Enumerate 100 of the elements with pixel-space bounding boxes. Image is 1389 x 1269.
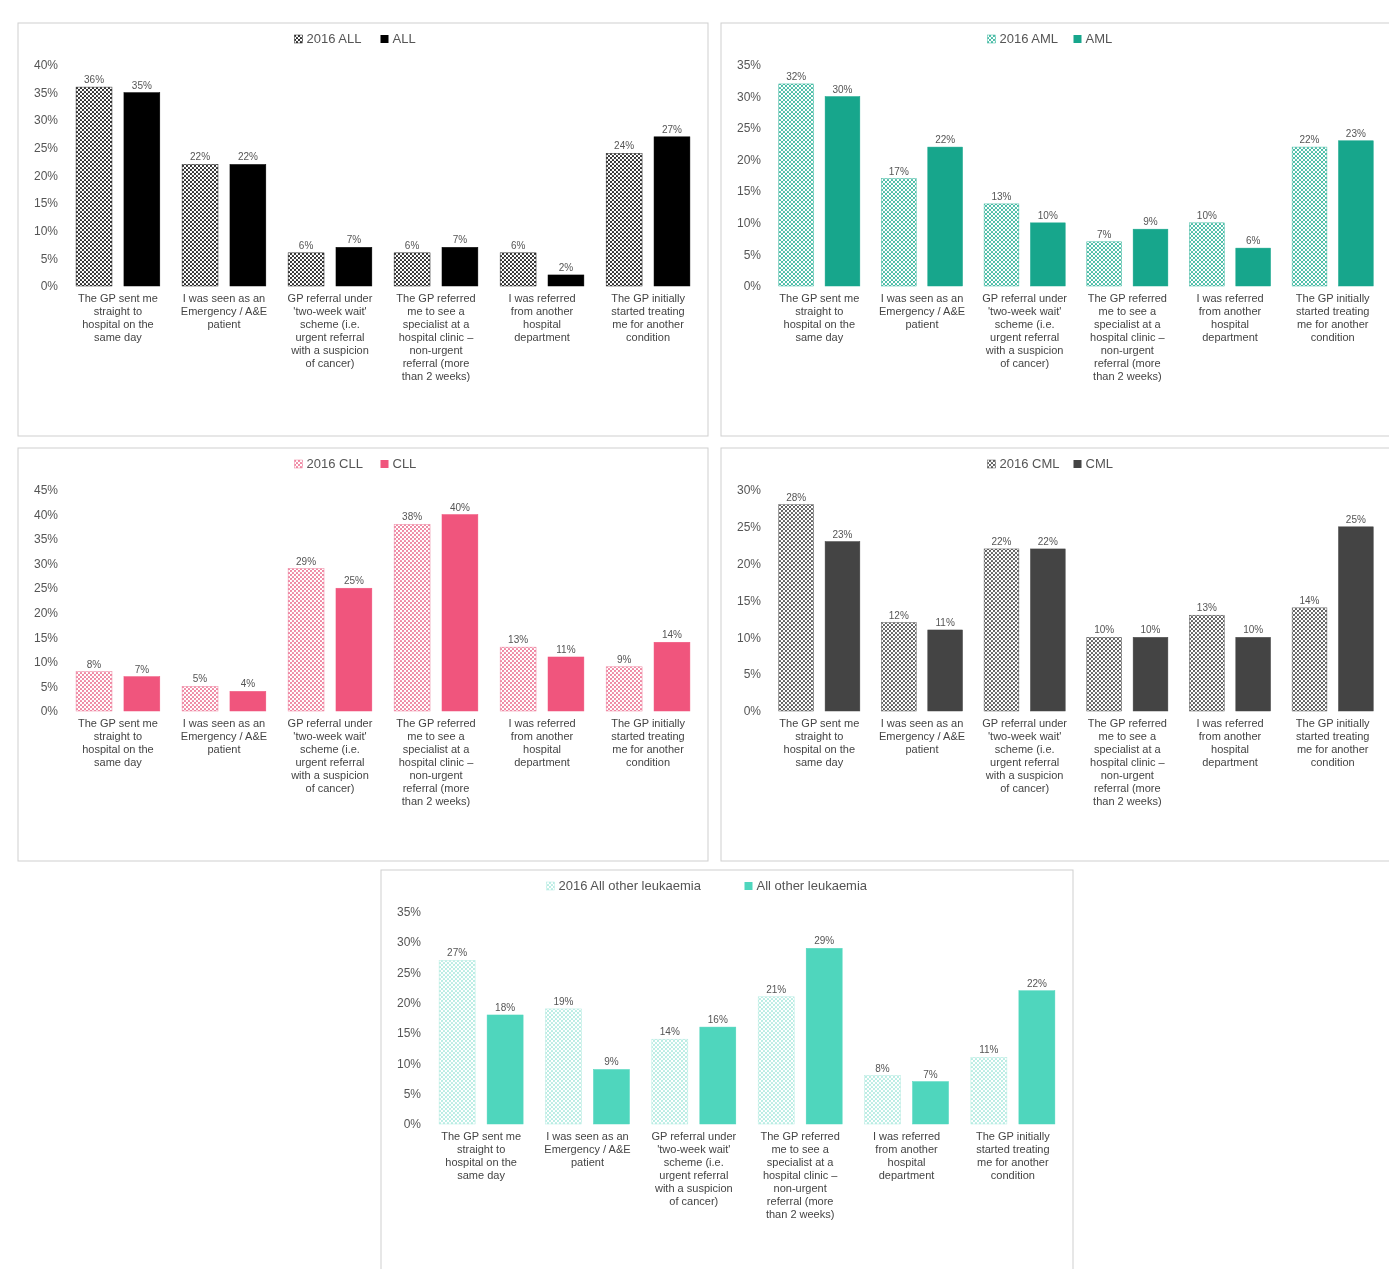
data-label: 2% xyxy=(558,261,574,273)
y-tick-label: 0% xyxy=(40,704,59,719)
data-label: 14% xyxy=(1299,594,1320,606)
data-label: 9% xyxy=(604,1056,619,1068)
y-tick-label: 15% xyxy=(33,630,59,645)
bar xyxy=(653,136,691,287)
x-tick-label: The GP sent me straight to hospital on the same day xyxy=(78,717,158,768)
data-label: 11% xyxy=(979,1044,999,1056)
bar xyxy=(864,1075,901,1125)
x-tick-label: The GP initially started treating me for another condition xyxy=(611,717,686,768)
bar xyxy=(605,153,643,287)
data-label: 23% xyxy=(832,528,853,540)
y-tick-label: 5% xyxy=(40,251,59,266)
data-label: 23% xyxy=(1345,127,1366,139)
legend-label: 2016 CLL xyxy=(306,456,363,471)
y-tick-label: 40% xyxy=(33,507,59,522)
data-label: 7% xyxy=(923,1068,938,1080)
x-tick-label: I was referred from another hospital department xyxy=(1196,717,1264,768)
data-label: 5% xyxy=(192,673,208,685)
x-tick-label: I was seen as an Emergency / A&E patient xyxy=(180,717,268,755)
y-tick-label: 0% xyxy=(403,1117,422,1132)
data-label: 6% xyxy=(298,239,314,251)
data-label: 14% xyxy=(661,629,683,641)
x-tick-label: GP referral under 'two-week wait' scheme (i.e. urgent referral with a suspicion of cancer) xyxy=(982,292,1068,369)
bar xyxy=(653,641,691,712)
y-tick-label: 35% xyxy=(736,58,762,73)
bar xyxy=(393,524,431,712)
y-tick-label: 0% xyxy=(743,704,762,719)
legend-label: AML xyxy=(1085,31,1113,46)
y-tick-label: 35% xyxy=(33,85,59,100)
y-tick-label: 10% xyxy=(396,1056,422,1071)
data-label: 9% xyxy=(616,653,632,665)
bar xyxy=(983,548,1020,712)
bar xyxy=(1018,990,1056,1125)
x-tick-label: I was seen as an Emergency / A&E patient xyxy=(878,292,966,330)
y-tick-label: 30% xyxy=(736,89,762,104)
y-tick-label: 30% xyxy=(33,556,59,571)
data-label: 24% xyxy=(614,140,635,152)
data-label: 7% xyxy=(346,234,362,246)
bar xyxy=(229,691,267,712)
bar xyxy=(1189,614,1225,712)
y-tick-label: 35% xyxy=(33,532,59,547)
y-tick-label: 20% xyxy=(33,168,59,183)
bar xyxy=(778,504,814,712)
data-label: 22% xyxy=(1026,977,1047,989)
data-label: 22% xyxy=(1037,535,1058,547)
x-tick-label: The GP initially started treating me for another condition xyxy=(1295,292,1371,343)
bar xyxy=(441,247,479,287)
bar xyxy=(1338,140,1374,287)
bar xyxy=(75,86,113,287)
bar xyxy=(287,568,325,712)
data-label: 38% xyxy=(402,511,423,523)
data-label: 30% xyxy=(832,83,853,95)
x-tick-label: GP referral under 'two-week wait' scheme (i.e. urgent referral with a suspicion of cancer) xyxy=(287,717,373,794)
data-label: 10% xyxy=(1243,624,1264,636)
bar xyxy=(181,164,219,287)
legend-label: 2016 All other leukaemia xyxy=(558,878,702,893)
x-tick-label: The GP initially started treating me for another condition xyxy=(976,1130,1051,1181)
data-label: 6% xyxy=(510,239,526,251)
bar xyxy=(927,629,963,712)
data-label: 22% xyxy=(1299,134,1320,146)
x-tick-label: The GP referred me to see a specialist at a hospital clinic – non-urgent referral (more than 2 weeks) xyxy=(1087,292,1167,382)
x-tick-label: I was referred from another hospital department xyxy=(508,292,576,343)
legend-label: All other leukaemia xyxy=(756,878,868,893)
data-label: 7% xyxy=(452,234,468,246)
bar xyxy=(1132,637,1169,712)
x-tick-label: I was seen as an Emergency / A&E patient xyxy=(180,292,268,330)
bar xyxy=(927,146,963,287)
bar xyxy=(824,541,861,712)
data-label: 13% xyxy=(1196,602,1217,614)
bar xyxy=(441,514,479,712)
y-tick-label: 5% xyxy=(40,679,59,694)
bar xyxy=(229,164,267,287)
bar xyxy=(499,646,537,712)
bar xyxy=(605,666,643,712)
x-tick-label: GP referral under 'two-week wait' scheme (i.e. urgent referral with a suspicion of cancer) xyxy=(651,1130,737,1207)
y-tick-label: 10% xyxy=(33,655,59,670)
data-label: 25% xyxy=(1345,513,1366,525)
bar xyxy=(970,1057,1008,1125)
x-tick-label: The GP referred me to see a specialist at a hospital clinic – non-urgent referral (more than 2 weeks) xyxy=(1087,717,1167,807)
data-label: 32% xyxy=(786,70,807,82)
y-tick-label: 25% xyxy=(33,581,59,596)
y-tick-label: 15% xyxy=(736,593,762,608)
data-label: 6% xyxy=(404,239,420,251)
bar xyxy=(335,247,373,287)
x-tick-label: The GP sent me straight to hospital on the same day xyxy=(78,292,158,343)
data-label: 12% xyxy=(888,609,909,621)
data-label: 11% xyxy=(556,643,576,655)
x-tick-label: I was referred from another hospital department xyxy=(1196,292,1264,343)
data-label: 13% xyxy=(508,634,529,646)
bar xyxy=(881,622,917,712)
bar xyxy=(181,686,219,712)
data-label: 9% xyxy=(1143,216,1158,228)
bar xyxy=(778,83,814,287)
data-label: 27% xyxy=(661,123,683,135)
data-label: 22% xyxy=(237,151,259,163)
x-tick-label: GP referral under 'two-week wait' scheme (i.e. urgent referral with a suspicion of cancer) xyxy=(287,292,373,369)
y-tick-label: 25% xyxy=(736,121,762,136)
bar xyxy=(1086,637,1122,712)
bar xyxy=(393,252,431,287)
